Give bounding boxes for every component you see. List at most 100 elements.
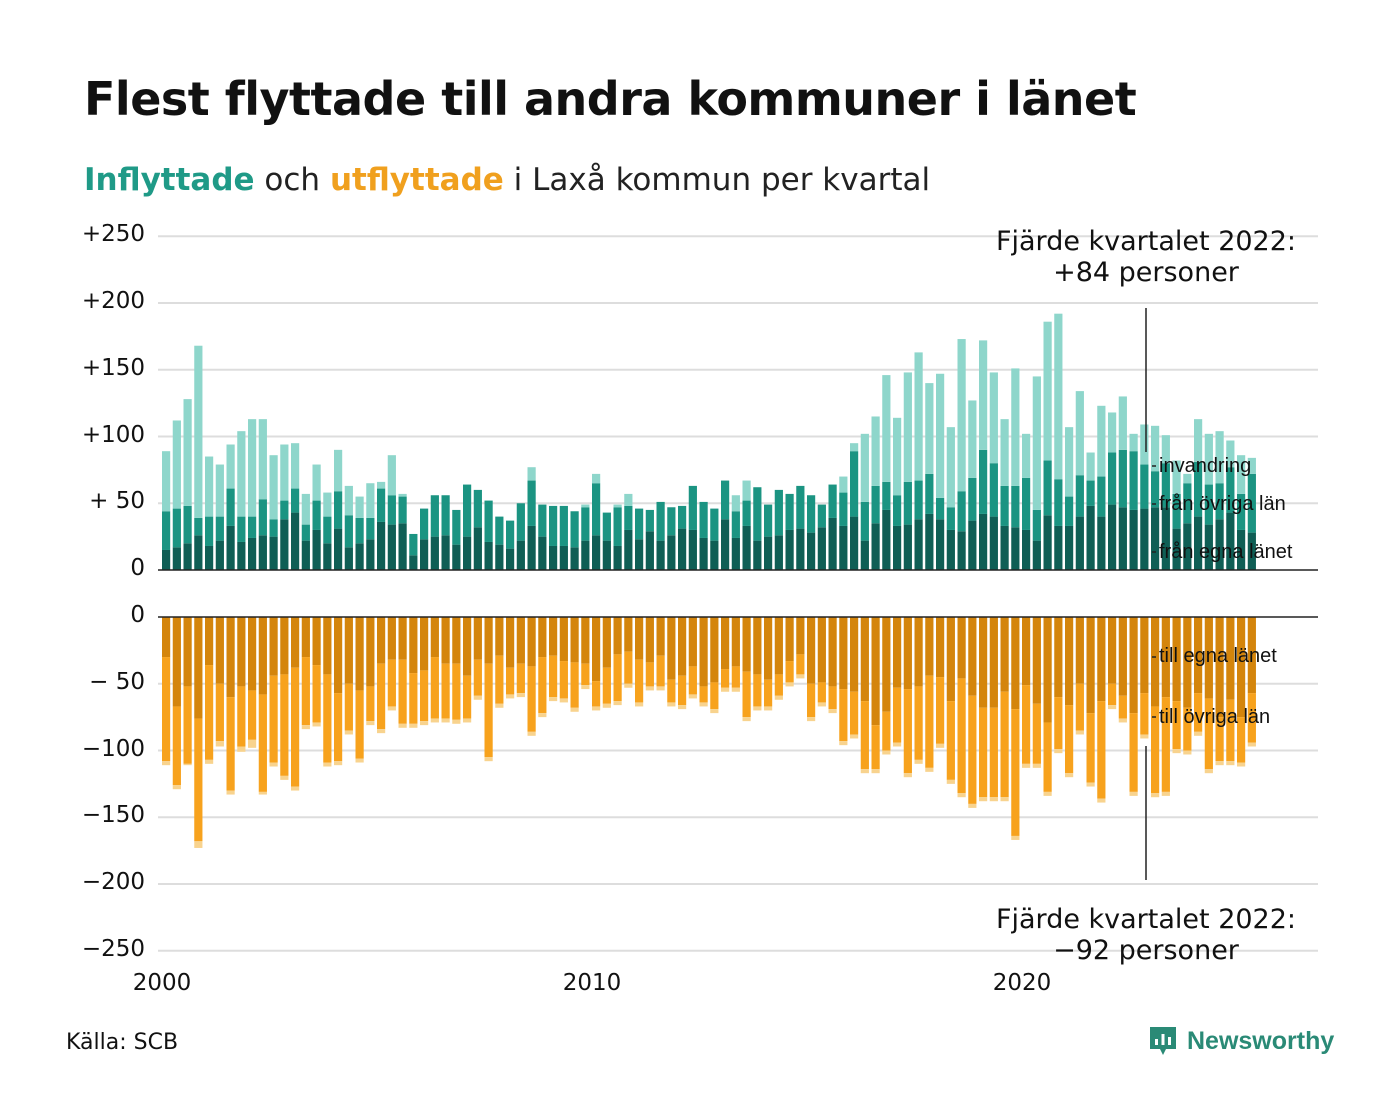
bar-in-invandring [903,372,912,482]
bar-in-fran-ovriga [237,516,246,542]
bar-in-fran-ovriga [624,505,633,530]
bar-out-till-ovriga [656,655,665,687]
bar-out-till-egna [1194,617,1203,694]
bar-out-utvandring [731,687,740,692]
bar-out-till-egna [291,617,300,668]
bar-out-till-egna [678,617,687,676]
bar-out-till-egna [721,617,730,670]
bar-in-fran-egna [1226,512,1235,570]
bar-in-invandring [312,464,321,501]
bar-out-till-egna [688,617,697,667]
bar-in-fran-ovriga [1108,452,1117,505]
bar-out-till-egna [925,617,934,676]
bar-out-utvandring [1226,761,1235,766]
y-tick-bottom: −250 [81,935,145,962]
bar-out-till-egna [613,617,622,655]
bar-out-utvandring [581,685,590,690]
bar-out-till-ovriga [1151,706,1160,794]
bar-out-utvandring [871,769,880,774]
bar-in-fran-ovriga [183,505,192,544]
bar-in-fran-ovriga [355,517,364,544]
bar-in-invandring [850,443,859,452]
bar-out-till-ovriga [1247,693,1256,743]
bar-in-invandring [226,444,235,489]
bar-in-fran-egna [1129,509,1138,570]
bar-out-utvandring [624,683,633,688]
bar-out-till-ovriga [1183,707,1192,751]
bar-in-fran-egna [581,540,590,570]
bar-in-fran-ovriga [785,493,794,530]
bar-in-invandring [301,493,310,525]
bar-in-fran-egna [635,539,644,570]
bar-in-invandring [355,496,364,518]
bar-in-invandring [581,504,590,508]
bar-in-fran-ovriga [420,508,429,540]
bar-out-till-egna [1032,617,1041,704]
bar-in-fran-egna [377,521,386,570]
bar-in-invandring [839,476,848,493]
bar-in-fran-ovriga [527,480,536,526]
bar-in-fran-egna [699,537,708,570]
bar-out-till-ovriga [549,655,558,698]
bar-in-fran-egna [925,513,934,570]
bar-out-till-egna [914,617,923,687]
bar-in-fran-egna [527,525,536,570]
bar-in-invandring [742,480,751,501]
bar-out-utvandring [323,762,332,767]
bar-out-till-egna [1129,617,1138,714]
bar-out-till-egna [430,617,439,658]
bar-in-invandring [893,417,902,496]
bar-out-utvandring [688,694,697,699]
bar-in-fran-ovriga [1140,464,1149,509]
bar-in-fran-ovriga [1161,463,1170,508]
bar-out-utvandring [860,769,869,774]
bar-out-till-ovriga [710,682,719,710]
bar-out-till-egna [1000,617,1009,692]
bar-in-invandring [194,345,203,518]
bar-in-invandring [989,372,998,464]
bar-out-till-ovriga [828,686,837,710]
bar-in-fran-ovriga [291,488,300,513]
bar-out-till-ovriga [334,693,343,762]
bar-in-fran-ovriga [688,485,697,530]
bar-in-fran-ovriga [667,507,676,536]
bar-in-fran-ovriga [1043,460,1052,516]
bar-in-fran-egna [1215,519,1224,570]
bar-in-fran-ovriga [559,505,568,546]
bar-in-fran-ovriga [1011,485,1020,528]
bar-out-utvandring [936,743,945,748]
bar-in-fran-ovriga [710,508,719,541]
bar-out-till-egna [377,617,386,664]
bar-in-fran-ovriga [774,489,783,536]
bar-in-fran-ovriga [753,487,762,541]
bar-in-fran-ovriga [506,520,515,549]
bar-out-till-egna [645,617,654,663]
bar-out-till-egna [1022,617,1031,686]
bar-out-utvandring [559,698,568,703]
bar-in-invandring [1054,313,1063,480]
bar-in-fran-egna [398,523,407,570]
bar-out-till-ovriga [1118,695,1127,719]
bar-in-fran-egna [409,555,418,570]
bar-out-utvandring [1054,749,1063,754]
bar-in-fran-ovriga [1000,485,1009,526]
bar-in-fran-egna [860,540,869,570]
bar-in-fran-ovriga [957,491,966,532]
bar-in-invandring [237,431,246,517]
bar-in-fran-egna [194,535,203,570]
bar-in-invandring [1129,433,1138,452]
bar-out-till-egna [420,617,429,671]
bar-out-till-ovriga [1140,693,1149,735]
bar-in-fran-ovriga [613,507,622,546]
bar-out-till-egna [581,617,590,664]
bar-in-fran-egna [1108,504,1117,570]
bar-out-utvandring [968,803,977,808]
bar-in-fran-egna [226,525,235,570]
bar-out-till-egna [893,617,902,688]
bar-out-utvandring [366,721,375,726]
bar-out-utvandring [1140,734,1149,739]
bar-in-fran-egna [1204,524,1213,570]
bar-in-invandring [1151,425,1160,472]
bar-out-till-ovriga [248,690,257,740]
bar-in-fran-ovriga [463,484,472,537]
